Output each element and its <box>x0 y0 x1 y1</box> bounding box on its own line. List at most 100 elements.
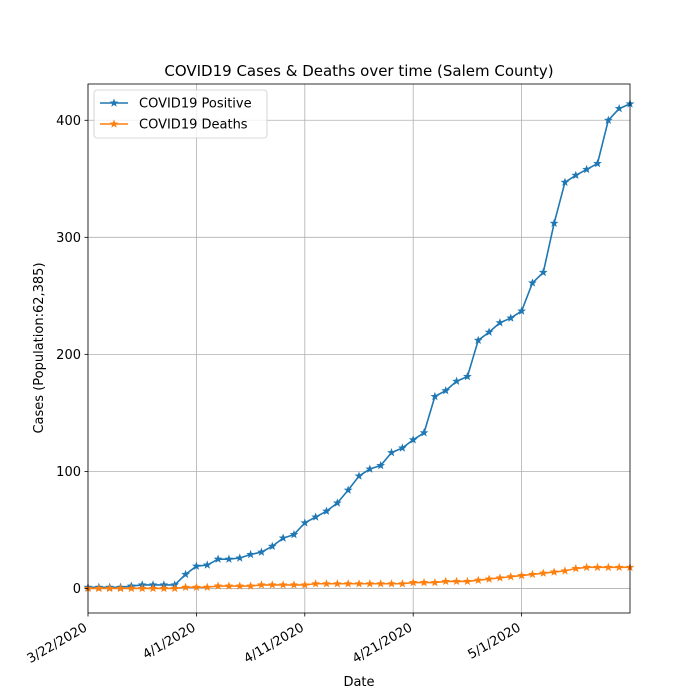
data-point <box>463 576 472 586</box>
data-point <box>170 583 180 593</box>
data-point <box>528 569 537 579</box>
data-point <box>300 580 310 589</box>
data-point <box>582 562 592 572</box>
plot-frame <box>87 83 631 614</box>
data-point <box>246 581 255 590</box>
data-point <box>549 567 559 576</box>
data-point <box>397 579 407 588</box>
data-point <box>343 485 353 494</box>
x-tick-label: 4/11/2020 <box>242 620 307 666</box>
data-point <box>94 583 104 593</box>
series-positive <box>83 99 635 591</box>
data-point <box>311 512 321 521</box>
data-point <box>560 566 570 575</box>
data-point <box>582 164 592 174</box>
data-point <box>614 103 624 113</box>
legend-marker <box>109 119 119 128</box>
data-point <box>202 582 212 591</box>
data-point <box>289 529 299 539</box>
data-point <box>495 573 505 582</box>
data-point <box>593 158 602 168</box>
data-point <box>603 562 613 572</box>
data-point <box>278 533 288 542</box>
data-point <box>517 306 526 315</box>
data-point <box>603 115 613 124</box>
data-point <box>365 579 375 588</box>
data-point <box>257 580 266 589</box>
data-point <box>213 554 223 563</box>
data-point <box>614 562 624 572</box>
data-point <box>484 574 494 583</box>
data-point <box>354 471 364 480</box>
data-point <box>202 560 212 569</box>
data-point <box>560 177 570 187</box>
data-point <box>278 580 288 589</box>
data-point <box>452 376 461 385</box>
data-point <box>354 579 364 588</box>
data-point <box>311 579 321 588</box>
data-point <box>441 386 451 395</box>
data-point <box>267 541 277 551</box>
data-point <box>235 581 245 590</box>
x-tick-label: 3/22/2020 <box>25 620 90 666</box>
data-point <box>257 547 266 556</box>
chart-title: COVID19 Cases & Deaths over time (Salem … <box>164 62 553 80</box>
data-point <box>517 570 526 580</box>
data-point <box>105 583 115 593</box>
data-point <box>571 563 581 573</box>
legend-label: COVID19 Deaths <box>139 118 248 133</box>
data-point <box>235 553 245 562</box>
data-point <box>463 371 472 381</box>
data-point <box>181 582 190 591</box>
data-point <box>246 549 255 559</box>
data-point <box>376 579 386 588</box>
legend-marker <box>109 98 119 107</box>
data-point <box>397 443 407 452</box>
data-point <box>452 576 461 586</box>
data-point <box>343 579 353 588</box>
data-point <box>181 569 190 579</box>
y-tick-label: 300 <box>56 231 81 246</box>
data-point <box>549 218 559 227</box>
data-point <box>332 579 342 588</box>
data-point <box>267 580 277 589</box>
data-point <box>126 583 136 593</box>
data-point <box>441 576 451 586</box>
grid <box>87 84 630 613</box>
data-point <box>213 581 223 590</box>
data-point <box>387 579 396 588</box>
data-point <box>224 581 234 590</box>
data-point <box>571 170 581 180</box>
data-point <box>506 313 516 322</box>
x-tick-label: 4/21/2020 <box>350 620 415 666</box>
data-point <box>224 554 234 563</box>
data-point <box>159 583 169 593</box>
data-point <box>473 335 483 345</box>
y-tick-label: 400 <box>56 114 81 129</box>
data-point <box>376 460 386 470</box>
y-tick-label: 100 <box>56 465 81 480</box>
y-tick-label: 200 <box>56 348 81 363</box>
data-point <box>408 435 418 444</box>
data-point <box>484 327 494 336</box>
data-point <box>495 318 505 327</box>
data-point <box>192 561 201 570</box>
data-point <box>473 575 483 584</box>
data-point <box>137 583 147 593</box>
legend: COVID19 Positive COVID19 Deaths <box>93 89 268 139</box>
y-tick-label: 0 <box>73 582 81 597</box>
data-point <box>192 582 201 591</box>
data-point <box>322 579 331 588</box>
data-point <box>116 583 125 593</box>
series-line <box>88 103 631 589</box>
data-point <box>419 577 429 587</box>
y-axis-label: Cases (Population:62,385) <box>32 262 47 433</box>
data-point <box>148 583 158 593</box>
data-point <box>289 580 299 589</box>
data-point <box>419 428 429 437</box>
series-deaths <box>83 562 635 593</box>
data-point <box>593 562 602 572</box>
data-point <box>387 448 396 457</box>
data-point <box>408 577 418 587</box>
